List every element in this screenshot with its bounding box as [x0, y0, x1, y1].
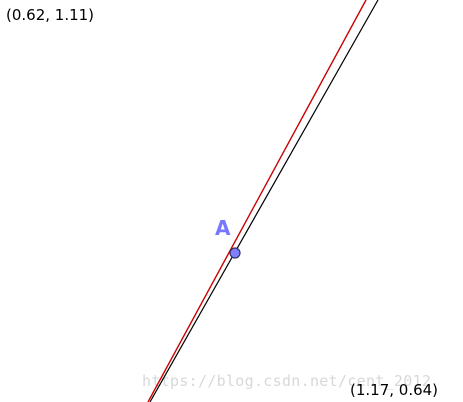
view-top-left-coordinate: (0.62, 1.11) [6, 6, 95, 24]
point-a-marker[interactable] [229, 247, 241, 259]
black-line[interactable] [149, 0, 379, 402]
view-bottom-right-coordinate: (1.17, 0.64) [350, 381, 439, 399]
point-a-label[interactable]: A [215, 216, 231, 240]
red-line[interactable] [147, 0, 367, 402]
